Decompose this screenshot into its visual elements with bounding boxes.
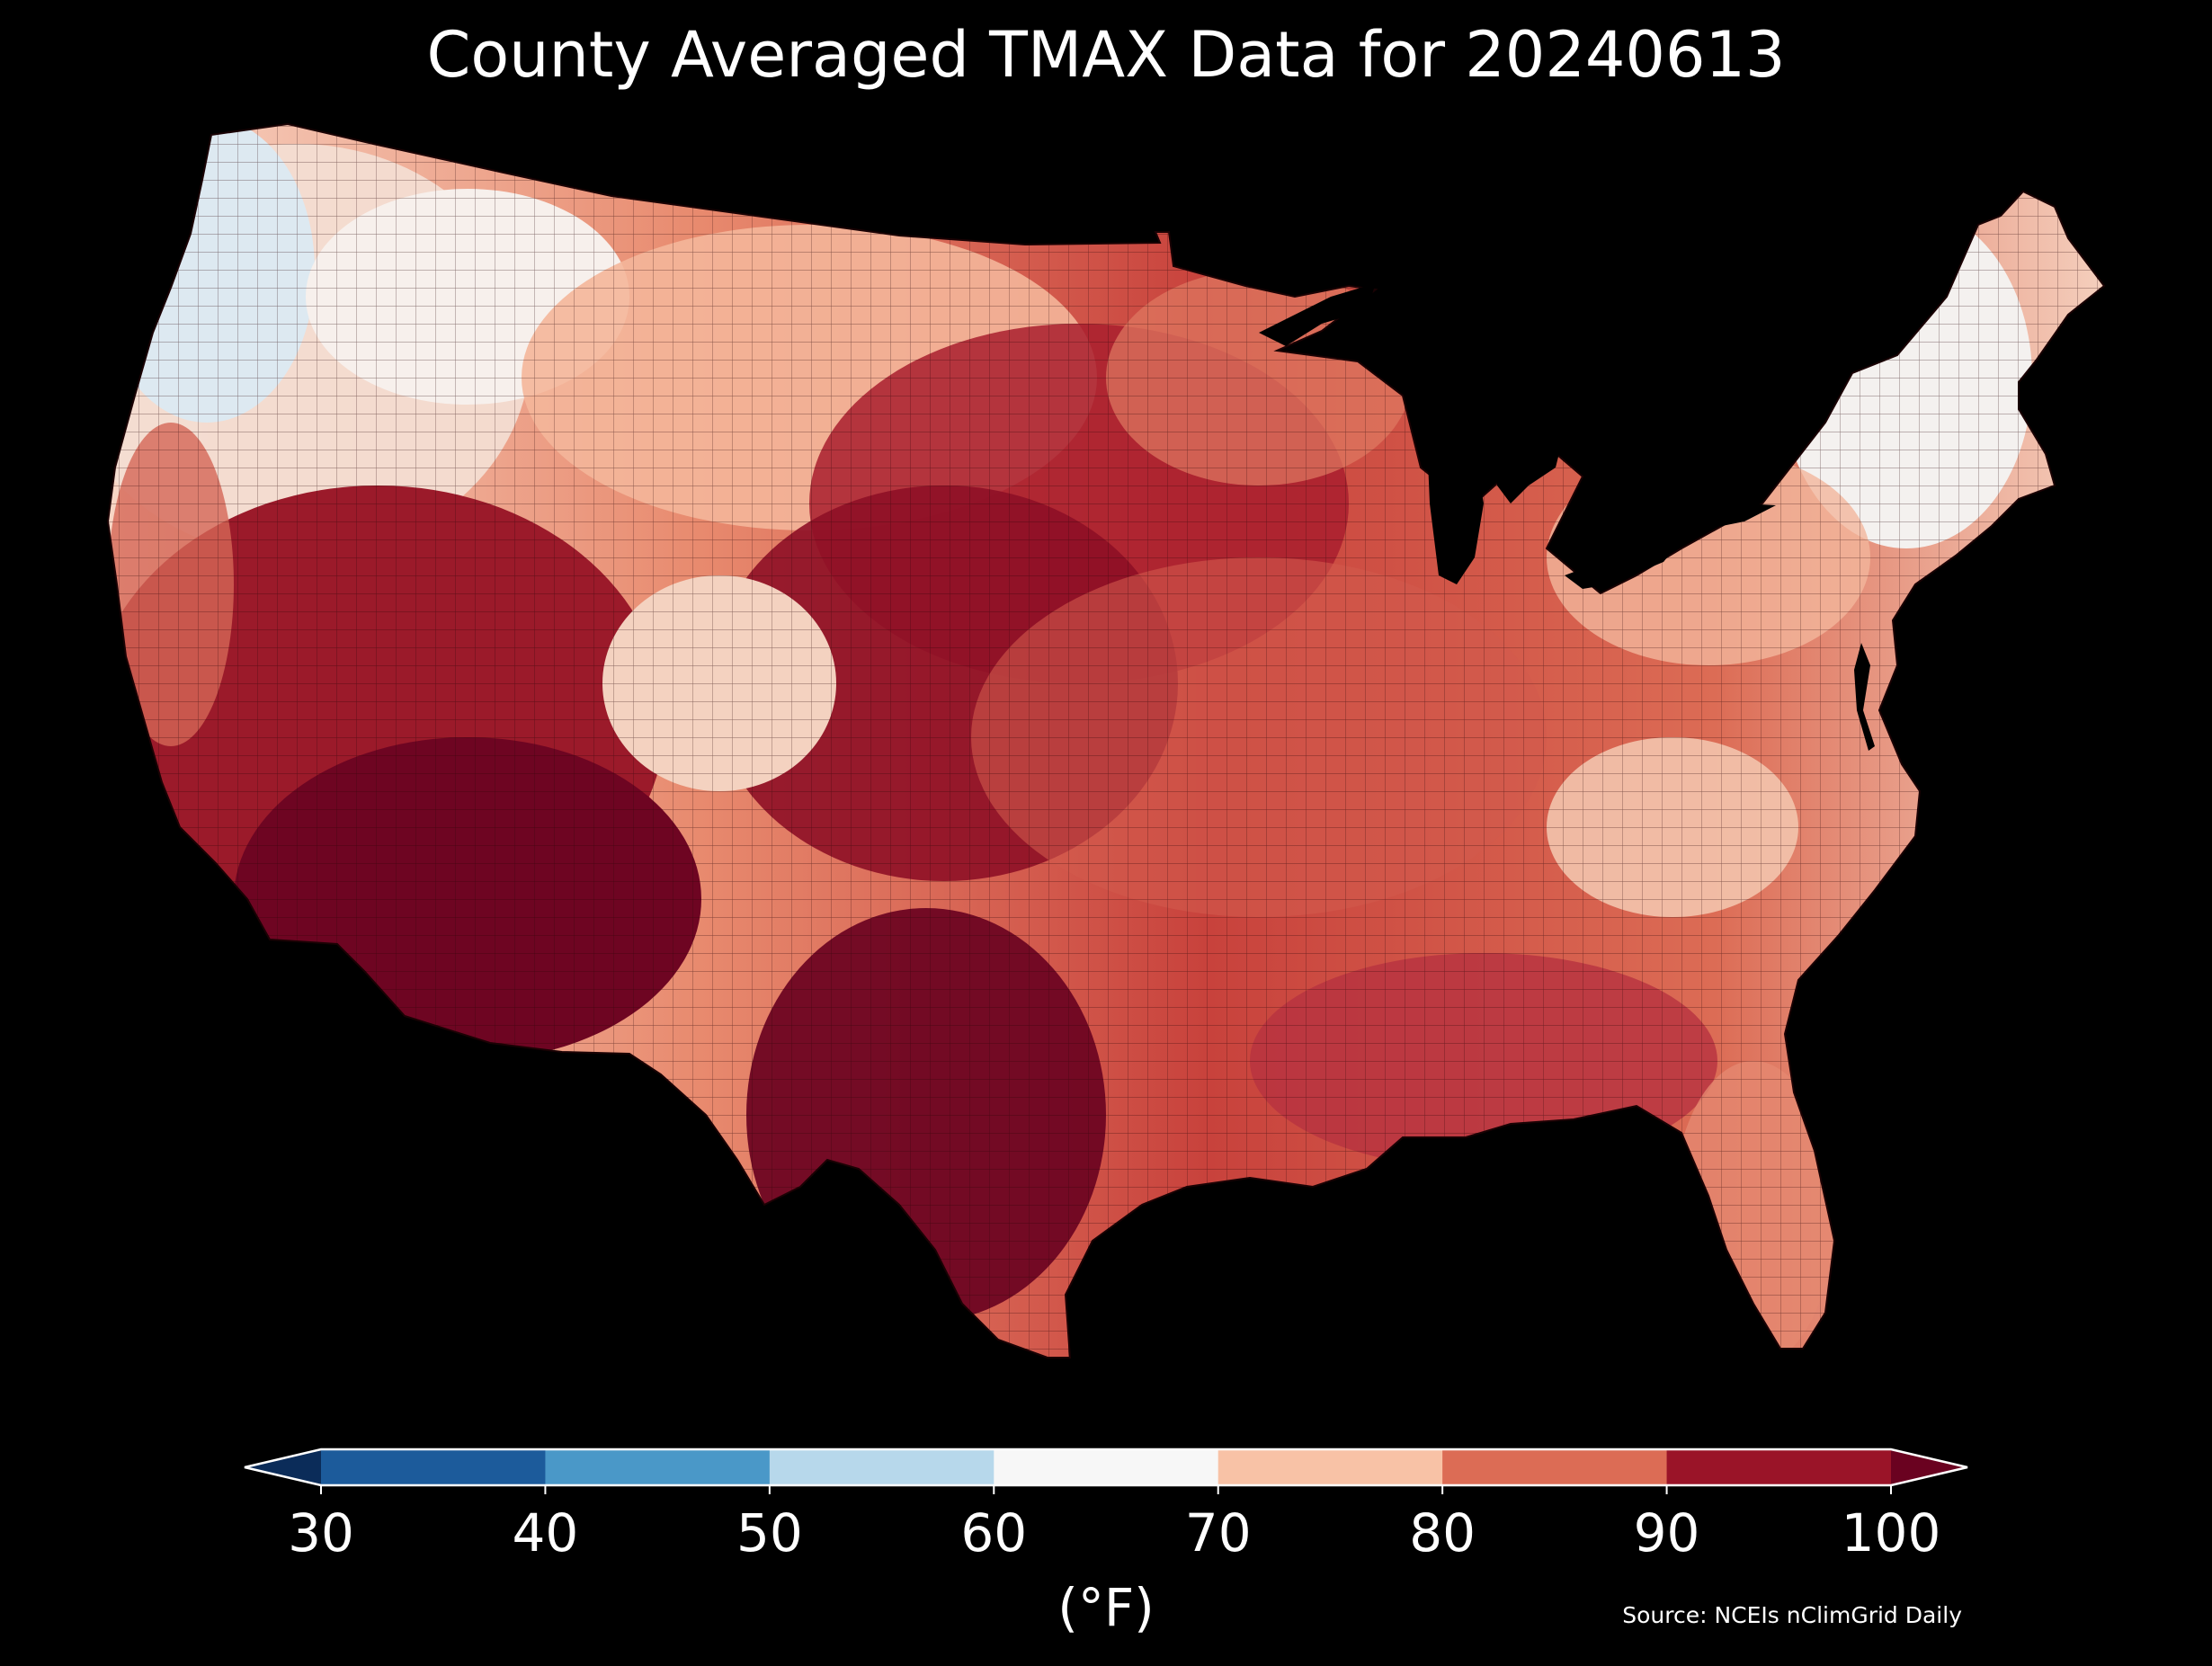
colorbar-tick-label: 80 (1409, 1502, 1476, 1564)
colorbar-tick-label: 90 (1634, 1502, 1700, 1564)
colorbar-unit-label: (°F) (1057, 1577, 1155, 1638)
colorbar-bin (321, 1449, 546, 1485)
colorbar-bin (545, 1449, 771, 1485)
colorbar-extend-low (245, 1449, 321, 1485)
colorbar-tick-label: 50 (736, 1502, 803, 1564)
colorbar-tick-label: 70 (1185, 1502, 1252, 1564)
us-county-map (107, 123, 2105, 1359)
colorbar-tick-label: 60 (960, 1502, 1027, 1564)
colorbar-bin (1442, 1449, 1668, 1485)
source-note: Source: NCEIs nClimGrid Daily (1622, 1602, 1962, 1628)
colorbar-bin (994, 1449, 1219, 1485)
map-title: County Averaged TMAX Data for 20240613 (426, 18, 1786, 92)
colorbar-tick-label: 40 (513, 1502, 579, 1564)
colorbar-bin (1217, 1449, 1443, 1485)
colorbar-bin (1666, 1449, 1892, 1485)
colorbar-bin (769, 1449, 995, 1485)
colorbar-extend-high (1891, 1449, 1967, 1485)
colorbar-tick-label: 30 (288, 1502, 354, 1564)
colorbar-tick-label: 100 (1842, 1502, 1941, 1564)
